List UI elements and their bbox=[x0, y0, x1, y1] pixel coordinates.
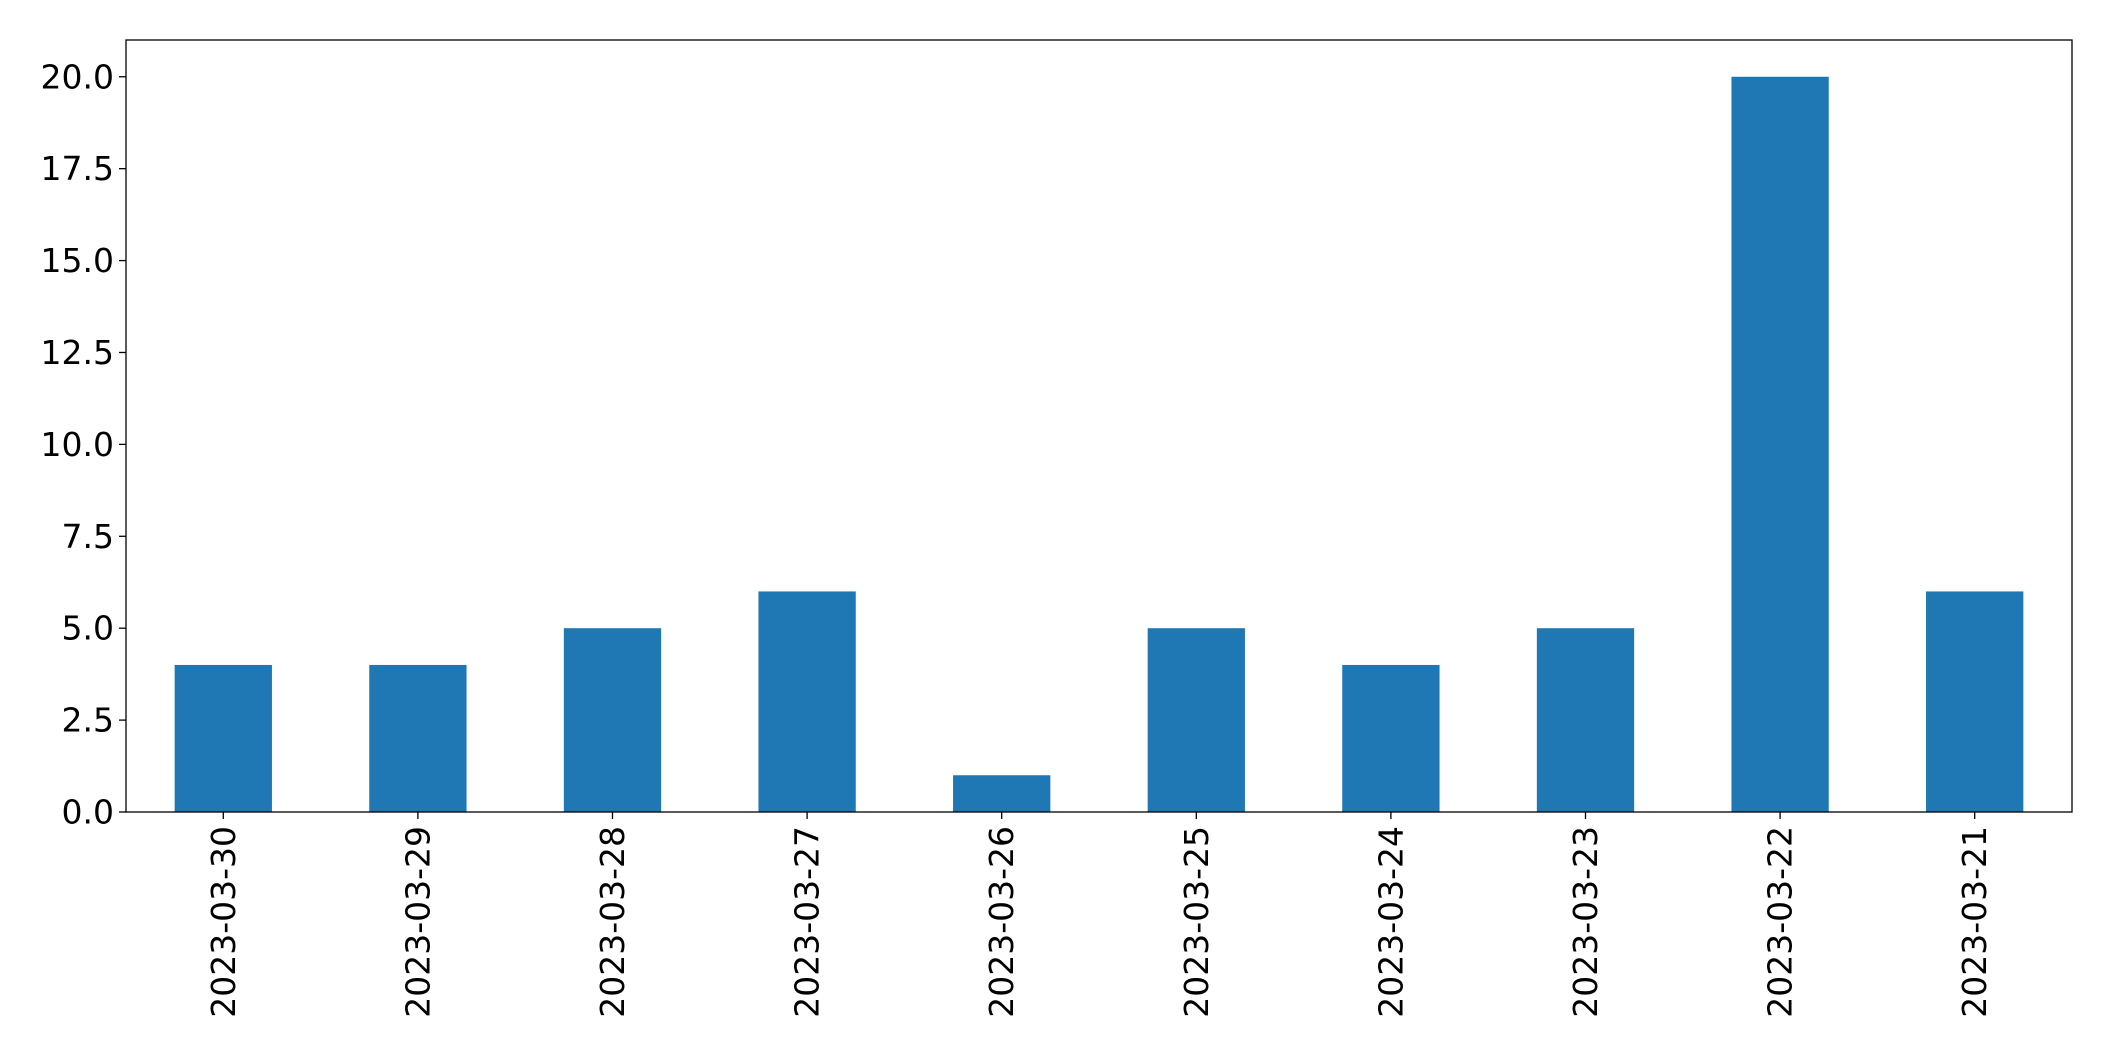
y-axis: 0.0 2.5 5.0 7.5 10.0 12.5 15.0 17.5 20.0 bbox=[41, 57, 126, 832]
x-tick-label: 2023-03-30 bbox=[204, 826, 243, 1018]
y-tick-label: 12.5 bbox=[41, 333, 114, 372]
x-tick-label: 2023-03-27 bbox=[788, 826, 827, 1018]
bar-2023-03-21 bbox=[1926, 591, 2024, 812]
x-tick-label: 2023-03-21 bbox=[1955, 826, 1994, 1018]
x-tick-label: 2023-03-23 bbox=[1566, 826, 1605, 1018]
bar-2023-03-24 bbox=[1342, 664, 1440, 812]
bar-2023-03-28 bbox=[563, 628, 662, 812]
bar-2023-03-25 bbox=[1147, 628, 1245, 812]
x-axis: 2023-03-30 2023-03-29 2023-03-28 2023-03-27… bbox=[204, 812, 1994, 1018]
y-tick-label: 10.0 bbox=[41, 425, 114, 464]
bar-2023-03-29 bbox=[369, 664, 467, 812]
bar-2023-03-30 bbox=[174, 664, 272, 812]
y-tick-label: 15.0 bbox=[41, 241, 114, 280]
plot-area-frame bbox=[125, 39, 2073, 813]
y-tick-label: 20.0 bbox=[41, 57, 114, 96]
y-tick-label: 5.0 bbox=[62, 609, 114, 648]
x-tick-label: 2023-03-28 bbox=[593, 826, 632, 1018]
bars-group bbox=[174, 76, 2024, 812]
y-tick-label: 0.0 bbox=[62, 793, 114, 832]
bar-2023-03-22 bbox=[1731, 76, 1829, 812]
y-tick-label: 2.5 bbox=[62, 701, 114, 740]
bar-2023-03-27 bbox=[758, 591, 856, 812]
bar-2023-03-26 bbox=[953, 775, 1051, 812]
x-tick-label: 2023-03-24 bbox=[1371, 826, 1410, 1018]
y-tick-label: 7.5 bbox=[62, 517, 114, 556]
x-tick-label: 2023-03-25 bbox=[1177, 826, 1216, 1018]
x-tick-label: 2023-03-26 bbox=[982, 826, 1021, 1018]
x-tick-label: 2023-03-22 bbox=[1761, 826, 1800, 1018]
x-tick-label: 2023-03-29 bbox=[398, 826, 437, 1018]
bar-2023-03-23 bbox=[1536, 628, 1635, 812]
y-tick-label: 17.5 bbox=[41, 149, 114, 188]
